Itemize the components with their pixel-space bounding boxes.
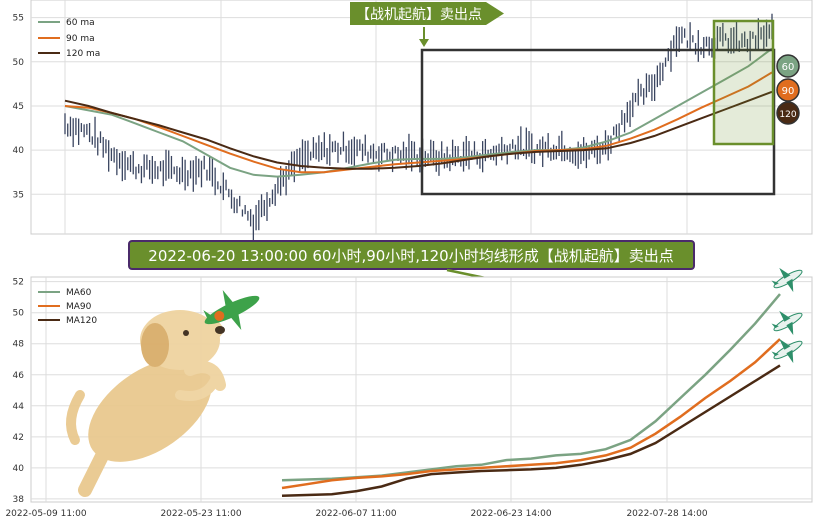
badge-120-text: 120: [779, 110, 796, 120]
legend-ma120: 120 ma: [66, 49, 100, 59]
bottom-y-tick-label: 52: [13, 278, 24, 288]
legend-ma60: 60 ma: [66, 18, 95, 28]
top-y-ticks: 35 40 45 50 55: [13, 14, 25, 201]
mid-banner-text: 2022-06-20 13:00:00 60小时,90小时,120小时均线形成【…: [148, 247, 673, 265]
down-arrow-icon: [419, 27, 429, 47]
top-banner-text: 【战机起航】卖出点: [356, 7, 482, 23]
top-y-tick-label: 35: [13, 190, 24, 200]
top-line-90-ma: [64, 71, 773, 174]
badge-60-text: 60: [782, 62, 795, 73]
bottom-ma-lines: [281, 293, 781, 498]
x-tick-label: 2022-07-28 14:00: [626, 509, 707, 519]
bottom-y-tick-label: 38: [13, 495, 25, 505]
bottom-legend: MA60 MA90 MA120: [38, 288, 97, 326]
badge-120: 120: [776, 101, 800, 125]
top-line-60-ma: [64, 47, 773, 178]
signal-box: [712, 19, 775, 146]
bottom-x-ticks: 2022-05-09 11:00 2022-05-23 11:00 2022-06-…: [5, 509, 707, 519]
top-candles: [64, 13, 773, 241]
x-tick-label: 2022-06-23 14:00: [470, 509, 551, 519]
bottom-y-tick-label: 40: [13, 464, 25, 474]
legend-MA60: MA60: [66, 288, 92, 298]
x-tick-label: 2022-06-07 11:00: [315, 509, 396, 519]
top-y-tick-label: 50: [13, 58, 25, 68]
top-legend: 60 ma 90 ma 120 ma: [38, 18, 100, 59]
x-tick-label: 2022-05-09 11:00: [5, 509, 86, 519]
top-y-tick-label: 55: [13, 14, 24, 24]
bottom-y-tick-label: 50: [13, 309, 25, 319]
top-panel: 35 40 45 50 55 【战机起航】卖出点 60 ma 90 ma 120 ma: [13, 0, 813, 241]
jet-icon-ma90: [771, 310, 803, 336]
jet-icon-ma60: [771, 267, 803, 293]
top-ma-lines: [64, 47, 773, 178]
badge-90-text: 90: [782, 86, 795, 97]
top-y-tick-label: 45: [13, 102, 24, 112]
dog-illustration: [66, 310, 226, 497]
bottom-line-MA90: [281, 338, 781, 490]
mid-banner: 2022-06-20 13:00:00 60小时,90小时,120小时均线形成【…: [128, 240, 695, 270]
badge-60: 60: [776, 54, 800, 78]
x-tick-label: 2022-05-23 11:00: [160, 509, 241, 519]
legend-MA90: MA90: [66, 302, 92, 312]
bottom-line-MA120: [281, 364, 781, 498]
bottom-y-tick-label: 46: [13, 371, 25, 381]
bottom-y-tick-label: 42: [13, 433, 24, 443]
toy-plane-icon: [203, 290, 260, 330]
top-y-tick-label: 40: [13, 146, 25, 156]
badge-90: 90: [776, 78, 800, 102]
legend-ma90: 90 ma: [66, 34, 95, 44]
jet-icon-ma120: [771, 338, 803, 364]
legend-MA120: MA120: [66, 316, 97, 326]
top-line-120-ma: [64, 90, 773, 170]
bottom-y-ticks: 38 40 42 44 46 48 50 52: [13, 278, 25, 505]
bottom-y-tick-label: 44: [13, 402, 25, 412]
top-banner: 【战机起航】卖出点: [350, 2, 504, 25]
bottom-y-tick-label: 48: [13, 340, 25, 350]
